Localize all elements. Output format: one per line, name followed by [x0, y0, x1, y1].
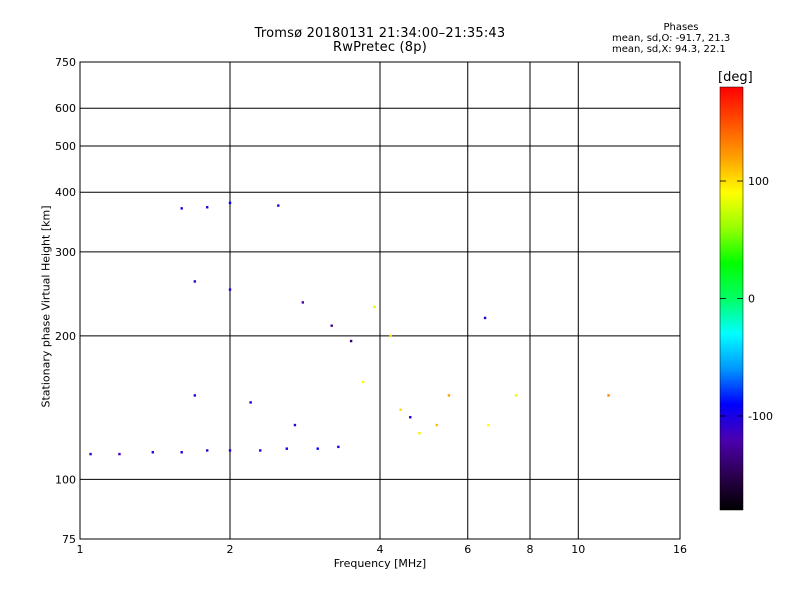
- data-point: [249, 401, 252, 404]
- data-point: [330, 324, 333, 327]
- chart-title-line1: Tromsø 20180131 21:34:00–21:35:43: [254, 26, 506, 41]
- data-point: [285, 447, 288, 450]
- data-point: [607, 394, 610, 397]
- y-tick-label: 500: [55, 140, 76, 153]
- y-tick-label: 300: [55, 246, 76, 259]
- data-point: [180, 451, 183, 454]
- colorbar-ticks: -100 0 100: [720, 175, 773, 423]
- colorbar-tick-label: 0: [748, 293, 755, 306]
- data-point: [487, 423, 490, 427]
- data-point: [418, 431, 421, 435]
- data-point: [373, 305, 376, 309]
- data-point: [361, 380, 365, 384]
- data-point: [89, 452, 92, 456]
- x-tick-label: 2: [227, 543, 234, 556]
- data-point: [409, 416, 412, 419]
- chart-title-line2: RwPretec (8p): [333, 40, 427, 55]
- colorbar-tick-label: -100: [748, 410, 773, 423]
- grid-lines: [80, 62, 680, 539]
- phase-line-o: mean, sd,O: -91.7, 21.3: [612, 33, 731, 44]
- phase-statistics: Phases mean, sd,O: -91.7, 21.3 mean, sd,…: [596, 22, 746, 55]
- data-point: [293, 423, 297, 427]
- y-tick-label: 100: [55, 473, 76, 486]
- x-axis-label: Frequency [MHz]: [333, 557, 427, 570]
- y-axis-ticks: 75 100 200 300 400 500 600 750: [55, 56, 76, 546]
- y-tick-label: 75: [62, 533, 76, 546]
- data-point: [193, 280, 197, 283]
- y-axis-label: Stationary phase Virtual Height [km]: [39, 205, 53, 408]
- data-point: [483, 316, 487, 320]
- data-points: [89, 201, 610, 456]
- phase-heading: Phases: [663, 22, 699, 33]
- x-tick-label: 16: [673, 543, 687, 556]
- data-point: [228, 201, 232, 205]
- y-tick-label: 200: [55, 330, 76, 343]
- x-tick-label: 10: [571, 543, 585, 556]
- data-point: [349, 339, 353, 343]
- data-point: [228, 449, 232, 452]
- plot-frame: [79, 61, 681, 540]
- y-tick-label: 400: [55, 186, 76, 199]
- data-point: [514, 394, 518, 397]
- colorbar-tick-label: 100: [748, 175, 769, 188]
- x-tick-label: 4: [377, 543, 384, 556]
- data-point: [259, 449, 262, 452]
- x-tick-label: 6: [464, 543, 471, 556]
- data-point: [435, 423, 438, 427]
- data-point: [180, 207, 183, 210]
- data-point: [389, 334, 392, 338]
- x-tick-label: 8: [527, 543, 534, 556]
- data-point: [447, 394, 451, 397]
- data-point: [316, 447, 319, 450]
- y-tick-label: 750: [55, 56, 76, 69]
- colorbar-unit-label: [deg]: [718, 70, 753, 85]
- data-point: [205, 449, 209, 452]
- data-point: [337, 445, 340, 449]
- data-point: [399, 408, 402, 411]
- phase-line-x: mean, sd,X: 94.3, 22.1: [612, 44, 726, 55]
- data-point: [118, 452, 121, 456]
- data-point: [301, 301, 305, 304]
- x-tick-label: 1: [77, 543, 84, 556]
- data-point: [228, 288, 232, 291]
- y-tick-label: 600: [55, 102, 76, 115]
- data-point: [193, 394, 197, 397]
- data-point: [151, 451, 155, 454]
- data-point: [277, 204, 280, 207]
- x-axis-ticks: 1 2 4 6 8 10 16: [77, 543, 688, 556]
- data-point: [205, 206, 209, 209]
